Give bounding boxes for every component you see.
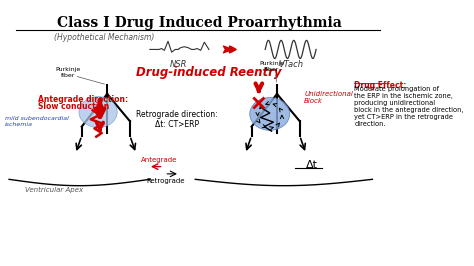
- Text: (Hypothetical Mechanism): (Hypothetical Mechanism): [55, 33, 155, 42]
- Text: NSR: NSR: [170, 60, 188, 69]
- Text: mild subendocardial
ischemia: mild subendocardial ischemia: [5, 116, 68, 127]
- Ellipse shape: [79, 97, 117, 128]
- Text: Purkinje
fiber: Purkinje fiber: [260, 61, 285, 72]
- Text: Antegrade direction:: Antegrade direction:: [38, 95, 128, 104]
- Text: Ventricular Apex: Ventricular Apex: [26, 187, 83, 193]
- Ellipse shape: [250, 98, 290, 130]
- Text: Drug Effect:: Drug Effect:: [354, 81, 407, 90]
- Text: Antegrade: Antegrade: [141, 157, 177, 163]
- Text: Class I Drug Induced Proarrhythmia: Class I Drug Induced Proarrhythmia: [57, 16, 342, 30]
- Text: Purkinje
fiber: Purkinje fiber: [55, 67, 81, 78]
- Text: Moderate prolongation of
the ERP in the ischemic zone,
producing unidirectional
: Moderate prolongation of the ERP in the …: [354, 86, 464, 127]
- Text: Drug-induced Reentry: Drug-induced Reentry: [136, 66, 282, 79]
- Text: Retrograde direction:
Δt: CT>ERP: Retrograde direction: Δt: CT>ERP: [137, 110, 218, 129]
- Text: Slow conduction: Slow conduction: [38, 102, 109, 111]
- Text: Unidirectional
Block: Unidirectional Block: [304, 91, 353, 104]
- Text: Δt: Δt: [306, 160, 318, 170]
- Text: Retrograde: Retrograde: [146, 177, 184, 184]
- Text: VTach: VTach: [278, 60, 303, 69]
